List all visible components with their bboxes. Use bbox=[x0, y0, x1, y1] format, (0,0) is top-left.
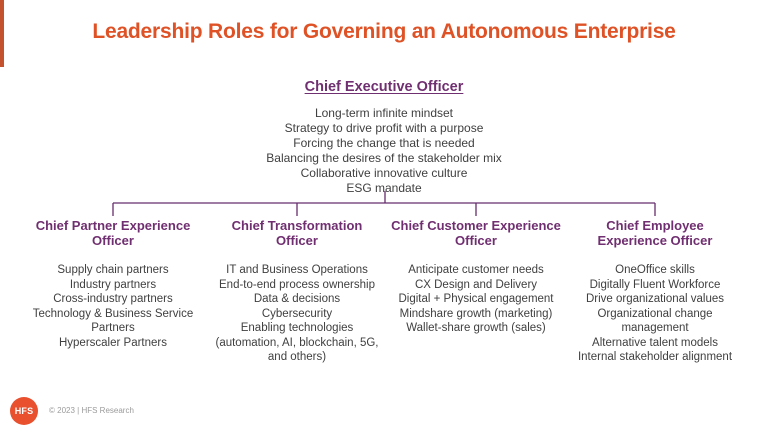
role-responsibility: Supply chain partners bbox=[57, 264, 169, 276]
hfs-logo: HFS bbox=[10, 397, 38, 425]
role-responsibility: Industry partners bbox=[69, 278, 157, 291]
ceo-responsibility: Long-term infinite mindset bbox=[314, 106, 454, 120]
ceo-responsibility: Collaborative innovative culture bbox=[300, 166, 468, 180]
role-heading: Chief Transformation Officer bbox=[231, 218, 363, 248]
role-responsibility: Cross-industry partners bbox=[53, 293, 173, 305]
role-responsibilities: OneOffice skills Digitally Fluent Workfo… bbox=[562, 263, 748, 365]
role-responsibility: Drive organizational values bbox=[585, 293, 725, 305]
page-title: Leadership Roles for Governing an Autono… bbox=[92, 20, 676, 43]
role-column-transformation: Chief Transformation Officer IT and Busi… bbox=[204, 218, 390, 365]
left-accent-bar bbox=[0, 0, 4, 67]
role-responsibility: Enabling technologies (automation, AI, b… bbox=[215, 322, 379, 363]
role-heading: Chief Employee Experience Officer bbox=[597, 218, 713, 248]
ceo-responsibility: ESG mandate bbox=[346, 181, 422, 195]
role-responsibility: Wallet-share growth (sales) bbox=[406, 322, 546, 334]
role-responsibility: Mindshare growth (marketing) bbox=[399, 307, 553, 320]
role-responsibility: Technology & Business Service Partners bbox=[32, 307, 194, 335]
role-heading: Chief Partner Experience Officer bbox=[35, 218, 191, 248]
role-responsibility: OneOffice skills bbox=[615, 264, 695, 276]
role-column-partner-experience: Chief Partner Experience Officer Supply … bbox=[20, 218, 206, 350]
role-responsibility: Alternative talent models bbox=[592, 336, 718, 349]
ceo-responsibilities: Long-term infinite mindset Strategy to d… bbox=[0, 106, 768, 196]
footer-copyright: © 2023 | HFS Research bbox=[49, 406, 134, 415]
role-column-employee-experience: Chief Employee Experience Officer OneOff… bbox=[562, 218, 748, 365]
hfs-logo-text: HFS bbox=[14, 406, 34, 416]
ceo-heading: Chief Executive Officer bbox=[304, 79, 464, 95]
role-responsibility: Internal stakeholder alignment bbox=[577, 351, 733, 363]
role-responsibility: Digital + Physical engagement bbox=[398, 293, 554, 305]
role-responsibilities: IT and Business Operations End-to-end pr… bbox=[204, 263, 390, 365]
role-responsibility: Anticipate customer needs bbox=[408, 264, 544, 276]
role-responsibility: IT and Business Operations bbox=[226, 264, 368, 276]
role-responsibility: Digitally Fluent Workforce bbox=[589, 278, 721, 291]
role-responsibility: Data & decisions bbox=[253, 293, 341, 305]
role-responsibility: End-to-end process ownership bbox=[219, 278, 375, 291]
role-responsibility: Hyperscaler Partners bbox=[58, 336, 167, 349]
role-heading: Chief Customer Experience Officer bbox=[391, 218, 561, 248]
role-responsibilities: Supply chain partners Industry partners … bbox=[20, 263, 206, 350]
role-responsibility: Organizational change management bbox=[597, 307, 713, 335]
ceo-responsibility: Balancing the desires of the stakeholder… bbox=[266, 151, 502, 165]
role-column-customer-experience: Chief Customer Experience Officer Antici… bbox=[383, 218, 569, 336]
ceo-responsibility: Strategy to drive profit with a purpose bbox=[284, 121, 484, 135]
role-responsibilities: Anticipate customer needs CX Design and … bbox=[383, 263, 569, 336]
ceo-responsibility: Forcing the change that is needed bbox=[293, 136, 475, 150]
role-responsibility: CX Design and Delivery bbox=[414, 278, 538, 291]
role-responsibility: Cybersecurity bbox=[261, 307, 333, 320]
